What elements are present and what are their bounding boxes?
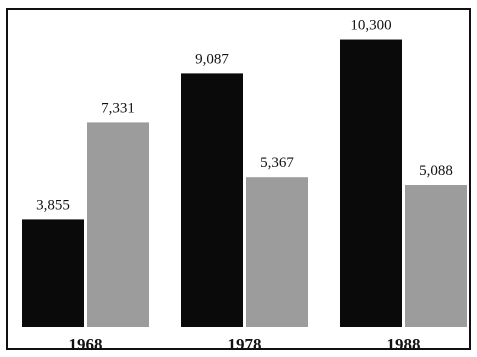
bars-layer [22,39,467,327]
data-label-1978-series-1: 9,087 [195,51,229,67]
bar-1978-series-1 [181,73,243,327]
data-label-1968-series-1: 3,855 [36,197,70,213]
data-label-1968-series-2: 7,331 [101,100,135,116]
labels-layer: 3,855 7,331 1968 9,087 5,367 1978 10,300 5,088 1… [36,18,453,354]
bar-1968-series-1 [22,219,84,327]
bar-1988-series-2 [405,184,467,327]
data-label-1978-series-2: 5,367 [260,155,294,171]
x-tick-label-1978: 1978 [228,335,262,354]
x-tick-label-1968: 1968 [69,335,103,354]
data-label-1988-series-2: 5,088 [419,163,453,179]
x-tick-label-1988: 1988 [387,335,421,354]
bar-1988-series-1 [340,39,402,327]
data-label-1988-series-1: 10,300 [350,18,391,34]
bar-1968-series-2 [87,122,149,327]
chart-frame [6,8,471,350]
bar-1978-series-2 [246,177,308,327]
